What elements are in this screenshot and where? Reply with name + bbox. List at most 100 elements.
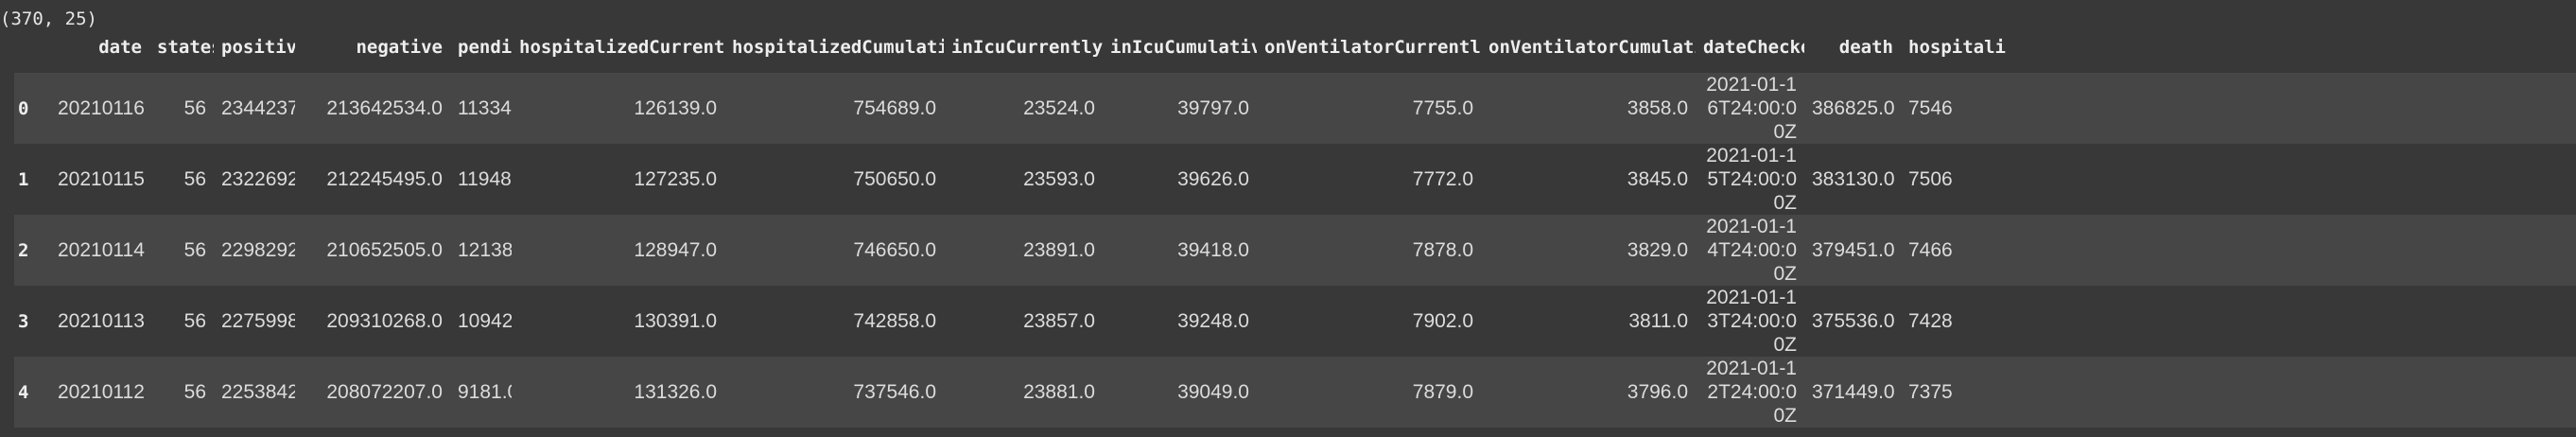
cell-onventilatorcumulative: 3796.0 xyxy=(1627,380,1688,403)
table-row: 3 20210113 56 22759983.0 209310268.0 109… xyxy=(14,286,2576,357)
cell-states: 56 xyxy=(183,309,206,332)
cell-states: 56 xyxy=(183,167,206,190)
cell-negative: 209310268.0 xyxy=(326,309,443,332)
table-row: 2 20210114 56 22982927.0 210652505.0 121… xyxy=(14,215,2576,286)
cell-states: 56 xyxy=(183,238,206,261)
cell-date: 20210115 xyxy=(58,167,145,190)
cell-datechecked: 2021-01-13T24:00:00Z xyxy=(1706,287,1797,356)
cell-onventilatorcurrently: 7878.0 xyxy=(1412,238,1473,261)
column-header-hospitalizedcumulative: hospitalizedCumulative xyxy=(732,37,944,58)
cell-datechecked: 2021-01-14T24:00:00Z xyxy=(1706,216,1797,285)
cell-pending: 9181.0 xyxy=(458,380,512,403)
cell-hospitalized-clipped: 7428 xyxy=(1908,309,1953,332)
cell-hospitalizedcurrently: 126139.0 xyxy=(634,96,717,119)
cell-inicucumulative: 39418.0 xyxy=(1177,238,1249,261)
cell-onventilatorcumulative: 3811.0 xyxy=(1628,309,1688,332)
cell-onventilatorcurrently: 7902.0 xyxy=(1412,309,1473,332)
column-header-states: states xyxy=(157,37,214,58)
cell-hospitalizedcurrently: 128947.0 xyxy=(634,238,717,261)
header-row: date states positive negative pending ho… xyxy=(14,33,2576,61)
cell-pending: 12138.0 xyxy=(458,238,512,261)
column-header-inicucurrently: inIcuCurrently xyxy=(951,37,1103,58)
dataframe-shape-text: (370, 25) xyxy=(0,9,97,29)
row-index: 3 xyxy=(18,310,29,332)
dataframe-table: date states positive negative pending ho… xyxy=(14,33,2576,428)
cell-pending: 11948.0 xyxy=(458,167,512,190)
cell-hospitalizedcurrently: 130391.0 xyxy=(634,309,717,332)
cell-inicucumulative: 39248.0 xyxy=(1177,309,1249,332)
table-header: date states positive negative pending ho… xyxy=(14,33,2576,73)
row-index: 0 xyxy=(18,97,29,119)
cell-death: 375536.0 xyxy=(1812,309,1895,332)
cell-onventilatorcurrently: 7755.0 xyxy=(1412,96,1473,119)
row-index: 4 xyxy=(18,381,29,403)
cell-date: 20210116 xyxy=(58,96,145,119)
row-index: 2 xyxy=(18,239,29,261)
cell-states: 56 xyxy=(183,96,206,119)
cell-date: 20210112 xyxy=(58,380,145,403)
cell-hospitalizedcumulative: 737546.0 xyxy=(853,380,936,403)
cell-positive: 23226923.0 xyxy=(221,167,295,190)
cell-onventilatorcumulative: 3858.0 xyxy=(1627,96,1688,119)
cell-inicucumulative: 39626.0 xyxy=(1177,167,1249,190)
table-row: 4 20210112 56 22538426.0 208072207.0 918… xyxy=(14,357,2576,428)
cell-inicucurrently: 23593.0 xyxy=(1023,167,1095,190)
cell-datechecked: 2021-01-15T24:00:00Z xyxy=(1706,145,1797,214)
row-index: 1 xyxy=(18,168,29,190)
cell-hospitalizedcumulative: 742858.0 xyxy=(853,309,936,332)
cell-hospitalizedcurrently: 131326.0 xyxy=(634,380,717,403)
cell-hospitalized-clipped: 7375 xyxy=(1908,380,1953,403)
column-header-hospitalized-clipped: hospitali xyxy=(1908,37,2006,58)
cell-death: 386825.0 xyxy=(1812,96,1895,119)
cell-hospitalizedcurrently: 127235.0 xyxy=(634,167,717,190)
cell-date: 20210114 xyxy=(58,238,145,261)
dataframe-output: date states positive negative pending ho… xyxy=(14,33,2576,437)
cell-inicucurrently: 23524.0 xyxy=(1023,96,1095,119)
column-header-positive: positive xyxy=(221,37,295,58)
cell-inicucumulative: 39797.0 xyxy=(1177,96,1249,119)
cell-negative: 213642534.0 xyxy=(326,96,443,119)
cell-datechecked: 2021-01-16T24:00:00Z xyxy=(1706,74,1797,143)
cell-hospitalized-clipped: 7466 xyxy=(1908,238,1953,261)
column-header-onventilatorcumulative: onVentilatorCumulative xyxy=(1488,37,1696,58)
cell-onventilatorcumulative: 3829.0 xyxy=(1627,238,1688,261)
cell-negative: 208072207.0 xyxy=(326,380,443,403)
cell-hospitalized-clipped: 7546 xyxy=(1908,96,1953,119)
column-header-onventilatorcurrently: onVentilatorCurrently xyxy=(1264,37,1481,58)
cell-inicucurrently: 23857.0 xyxy=(1023,309,1095,332)
cell-inicucurrently: 23881.0 xyxy=(1023,380,1095,403)
cell-hospitalizedcumulative: 750650.0 xyxy=(853,167,936,190)
index-header xyxy=(14,33,50,61)
cell-negative: 212245495.0 xyxy=(326,167,443,190)
cell-inicucurrently: 23891.0 xyxy=(1023,238,1095,261)
cell-pending: 10942.0 xyxy=(458,309,512,332)
cell-datechecked: 2021-01-12T24:00:00Z xyxy=(1706,358,1797,427)
cell-onventilatorcurrently: 7879.0 xyxy=(1412,380,1473,403)
cell-onventilatorcurrently: 7772.0 xyxy=(1412,167,1473,190)
column-header-inicucumulative: inIcuCumulative xyxy=(1110,37,1257,58)
cell-inicucumulative: 39049.0 xyxy=(1177,380,1249,403)
cell-onventilatorcumulative: 3845.0 xyxy=(1627,167,1688,190)
cell-death: 383130.0 xyxy=(1812,167,1895,190)
cell-positive: 22538426.0 xyxy=(221,380,295,403)
cell-states: 56 xyxy=(183,380,206,403)
cell-date: 20210113 xyxy=(58,309,145,332)
header-spacer xyxy=(14,61,2576,73)
cell-hospitalizedcumulative: 746650.0 xyxy=(853,238,936,261)
cell-positive: 22759983.0 xyxy=(221,309,295,332)
column-header-pending: pending xyxy=(458,37,512,58)
column-header-datechecked: dateChecked xyxy=(1703,37,1804,58)
column-header-death: death xyxy=(1838,37,1893,58)
cell-hospitalized-clipped: 7506 xyxy=(1908,167,1953,190)
cell-hospitalizedcumulative: 754689.0 xyxy=(853,96,936,119)
column-header-hospitalizedcurrently: hospitalizedCurrently xyxy=(519,37,724,58)
cell-negative: 210652505.0 xyxy=(326,238,443,261)
cell-pending: 11334.0 xyxy=(458,96,512,119)
cell-positive: 22982927.0 xyxy=(221,238,295,261)
table-row: 1 20210115 56 23226923.0 212245495.0 119… xyxy=(14,144,2576,215)
column-header-negative: negative xyxy=(356,37,443,58)
